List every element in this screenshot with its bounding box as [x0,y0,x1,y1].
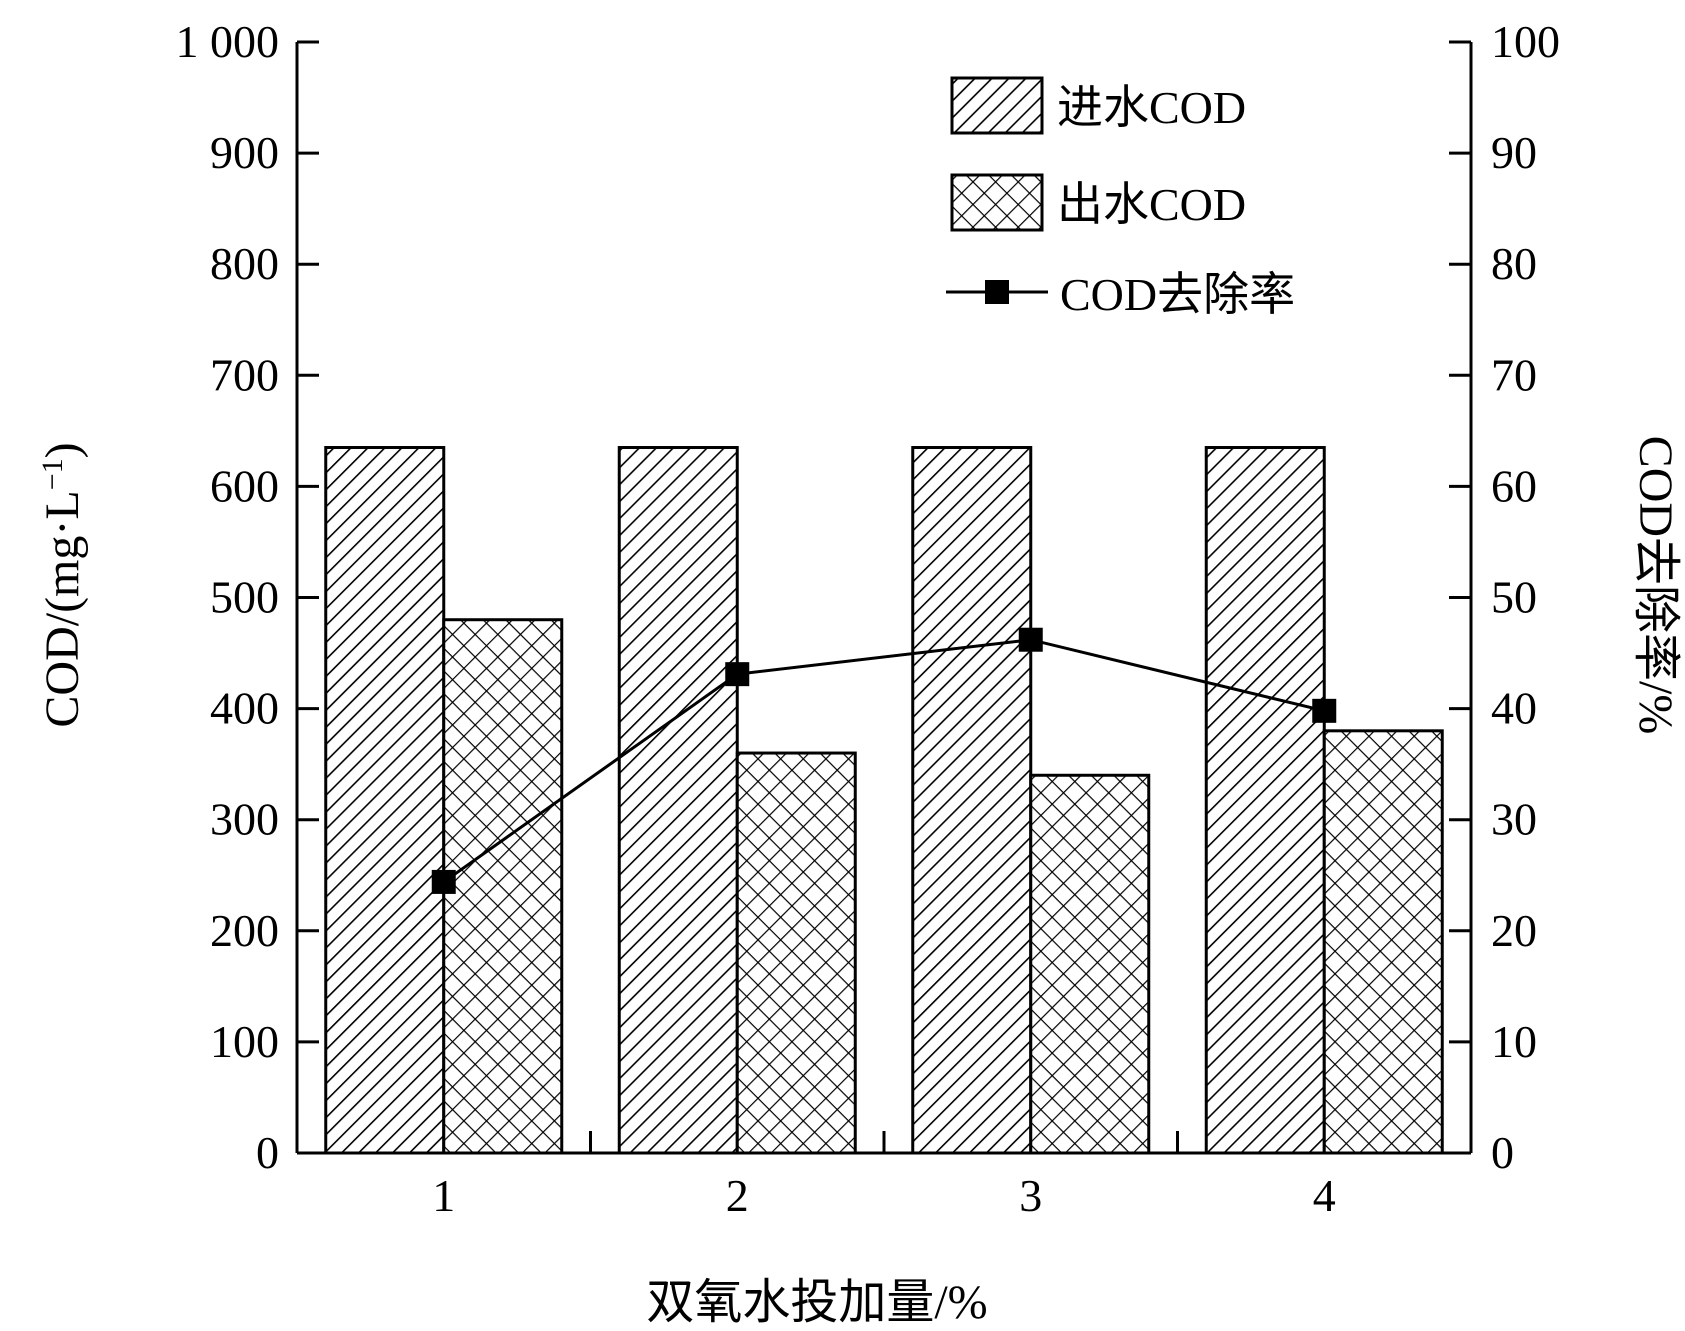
legend-swatch-influent [950,76,1044,135]
y-right-tick-label: 90 [1491,127,1537,178]
removal-rate-point-1 [431,869,456,894]
y-left-tick-label: 500 [210,572,279,623]
removal-rate-line [442,638,1325,884]
x-tick-label: 4 [1313,1170,1336,1221]
bars-layer [324,446,1444,1155]
x-axis-title: 双氧水投加量/% [646,1276,987,1329]
y-right-tick-label: 10 [1491,1016,1537,1067]
y-right-tick-label: 100 [1491,16,1560,67]
legend-label-influent: 进水COD [1057,82,1246,133]
y-left-tick-label: 0 [256,1127,279,1178]
y-right-tick-label: 80 [1491,238,1537,289]
y-right-tick-label: 20 [1491,905,1537,956]
removal-rate-point-2 [725,662,750,687]
y-left-tick-label: 900 [210,127,279,178]
legend-marker-removal [985,280,1009,304]
bar-influent-2 [617,446,739,1155]
y-right-tick-label: 60 [1491,460,1537,511]
y-right-tick-label: 50 [1491,572,1537,623]
ticks-layer: 0 100 200 300 400 500 600 700 800 900 1 000 0 10 20 30… [176,16,1561,1221]
y-left-tick-label: 400 [210,683,279,734]
x-tick-label: 2 [726,1170,749,1221]
x-tick-label: 1 [432,1170,455,1221]
line-layer [431,627,1337,894]
bar-influent-1 [324,446,446,1155]
y-left-tick-label: 300 [210,794,279,845]
y-left-title-main: COD/(mg·L [36,490,89,727]
y-right-tick-label: 70 [1491,349,1537,400]
y-left-tick-label: 700 [210,349,279,400]
removal-rate-point-4 [1312,698,1337,723]
y-right-tick-label: 40 [1491,683,1537,734]
bar-influent-4 [1204,446,1326,1155]
y-left-tick-label: 100 [210,1016,279,1067]
y-right-axis-title: COD去除率/% [1629,436,1682,735]
bar-effluent-3 [1029,773,1151,1155]
legend-swatch-effluent [950,173,1044,232]
x-tick-label: 3 [1019,1170,1042,1221]
y-right-tick-label: 30 [1491,794,1537,845]
y-left-title-sup: −1 [36,458,69,490]
y-left-tick-label: 1 000 [176,16,280,67]
y-right-tick-label: 0 [1491,1127,1514,1178]
legend-label-effluent: 出水COD [1057,179,1246,230]
legend: 进水COD 出水COD COD去除率 [946,76,1295,320]
bar-effluent-1 [442,618,564,1155]
y-left-title-close: ) [36,442,89,458]
y-left-tick-label: 600 [210,460,279,511]
bar-effluent-4 [1322,729,1444,1155]
bar-influent-3 [911,446,1033,1155]
legend-label-removal: COD去除率 [1060,269,1295,320]
y-left-axis-title: COD/(mg·L−1) [36,442,90,727]
y-left-tick-label: 800 [210,238,279,289]
y-left-tick-label: 200 [210,905,279,956]
bar-effluent-2 [735,751,857,1155]
removal-rate-point-3 [1018,627,1043,652]
